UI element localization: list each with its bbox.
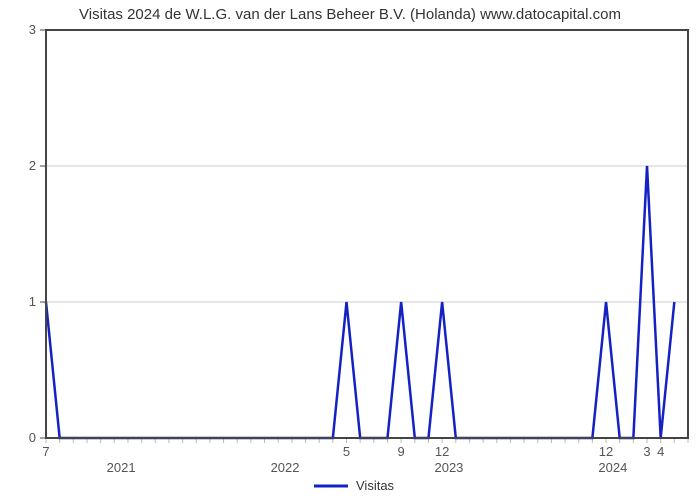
svg-text:12: 12 <box>599 444 613 459</box>
svg-text:0: 0 <box>29 430 36 445</box>
svg-text:5: 5 <box>343 444 350 459</box>
svg-text:3: 3 <box>643 444 650 459</box>
svg-text:2023: 2023 <box>434 460 463 475</box>
svg-text:12: 12 <box>435 444 449 459</box>
svg-text:4: 4 <box>657 444 664 459</box>
svg-text:9: 9 <box>398 444 405 459</box>
legend-label: Visitas <box>356 478 395 493</box>
svg-text:1: 1 <box>29 294 36 309</box>
chart-container: Visitas 2024 de W.L.G. van der Lans Behe… <box>0 0 700 500</box>
svg-text:2024: 2024 <box>598 460 627 475</box>
svg-text:2: 2 <box>29 158 36 173</box>
svg-text:7: 7 <box>42 444 49 459</box>
chart-title: Visitas 2024 de W.L.G. van der Lans Behe… <box>0 6 700 23</box>
svg-text:2021: 2021 <box>107 460 136 475</box>
visits-line-chart: 01237591212342021202220232024Visitas <box>0 0 700 500</box>
svg-text:2022: 2022 <box>271 460 300 475</box>
svg-text:3: 3 <box>29 22 36 37</box>
